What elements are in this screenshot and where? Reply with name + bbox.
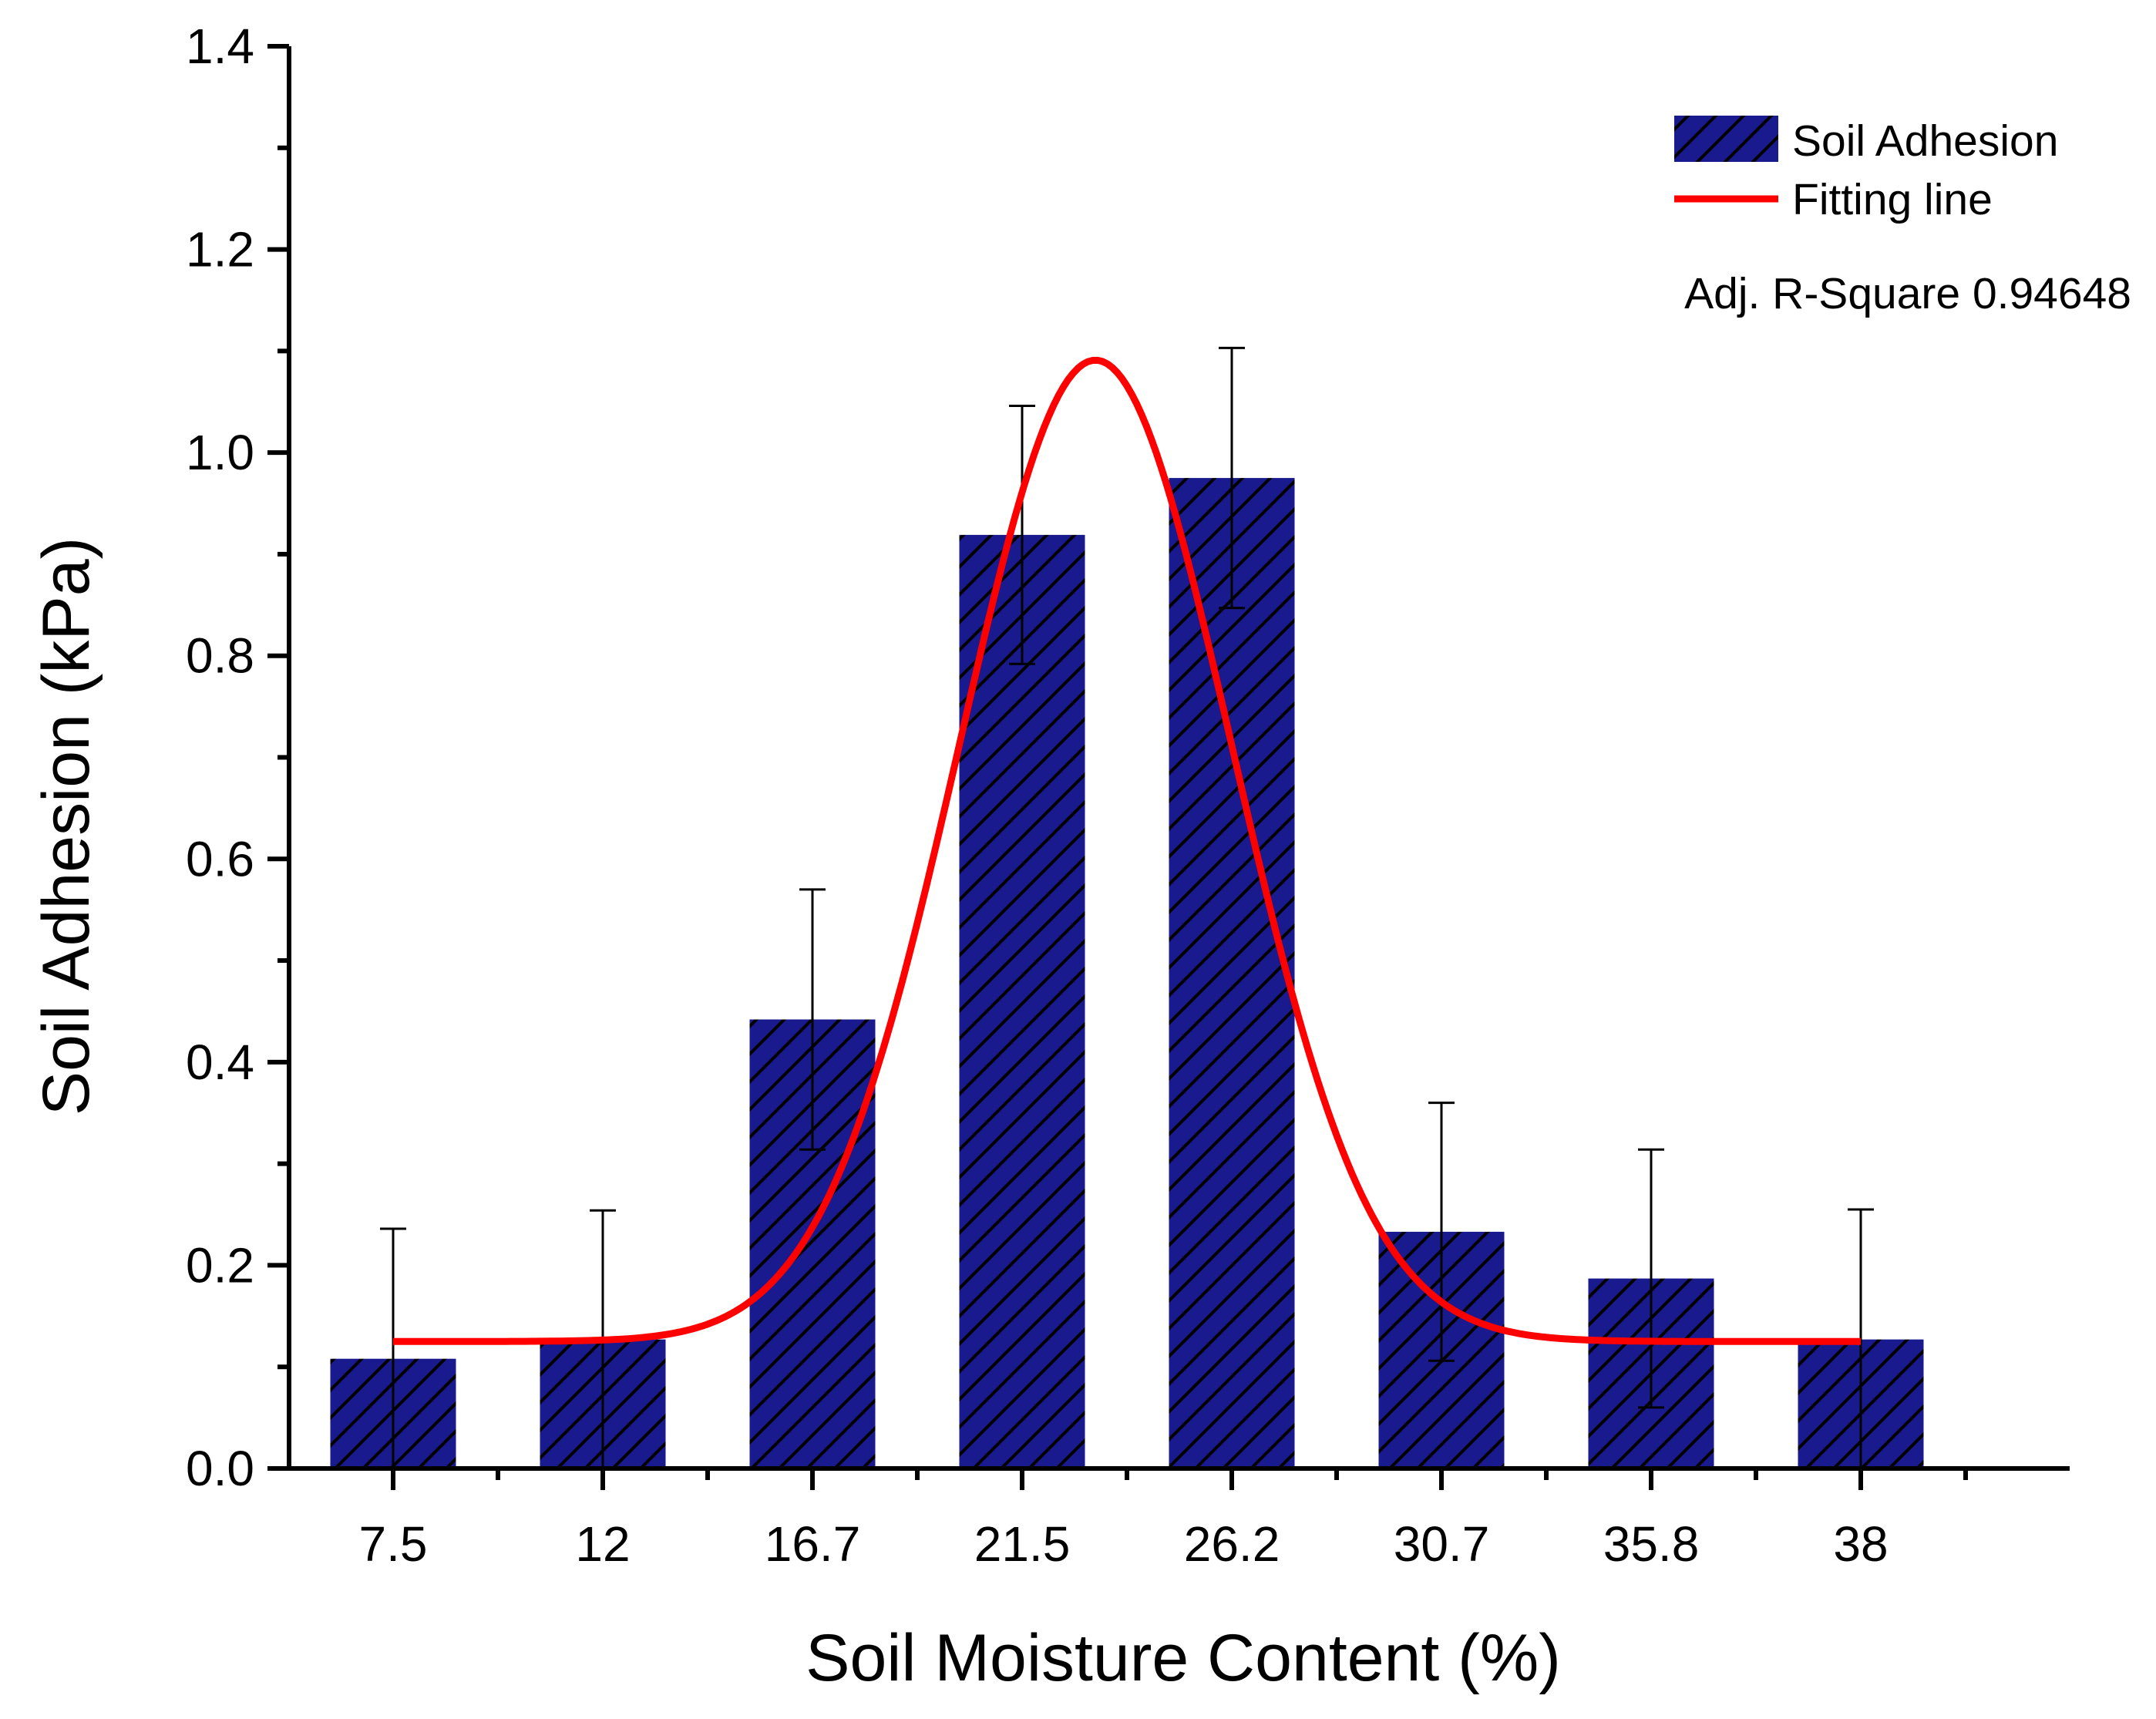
y-tick-label-0.0: 0.0 bbox=[186, 1441, 254, 1496]
y-tick-label-0.4: 0.4 bbox=[186, 1034, 254, 1090]
y-tick-label-0.2: 0.2 bbox=[186, 1237, 254, 1293]
legend-swatch-soil-adhesion bbox=[1674, 116, 1778, 162]
y-tick-label-1.2: 1.2 bbox=[186, 222, 254, 278]
x-tick-label-7.5: 7.5 bbox=[359, 1516, 428, 1572]
x-tick-label-21.5: 21.5 bbox=[974, 1516, 1071, 1572]
x-tick-label-26.2: 26.2 bbox=[1184, 1516, 1280, 1572]
y-tick-label-1.0: 1.0 bbox=[186, 425, 254, 480]
x-tick-label-16.7: 16.7 bbox=[765, 1516, 861, 1572]
legend-label-soil-adhesion: Soil Adhesion bbox=[1792, 116, 2058, 166]
r-square-annotation: Adj. R-Square 0.94648 bbox=[1684, 269, 2131, 318]
x-axis-title: Soil Moisture Content (%) bbox=[806, 1621, 1561, 1695]
x-tick-label-35.8: 35.8 bbox=[1603, 1516, 1700, 1572]
x-tick-label-30.7: 30.7 bbox=[1394, 1516, 1490, 1572]
legend: Soil Adhesion Fitting line bbox=[1674, 116, 2058, 224]
x-tick-label-38: 38 bbox=[1833, 1516, 1888, 1572]
x-tick-label-12: 12 bbox=[575, 1516, 630, 1572]
bar-21.5 bbox=[959, 534, 1085, 1468]
bar-26.2 bbox=[1169, 478, 1295, 1468]
plot-area: 0.0 0.2 0.4 0.6 0.8 1.0 1.2 1.4 7.5 12 16.7 21.5 26.… bbox=[186, 19, 2070, 1572]
y-axis-title: Soil Adhesion (kPa) bbox=[29, 537, 103, 1116]
legend-label-fitting-line: Fitting line bbox=[1792, 175, 1993, 224]
y-tick-label-0.6: 0.6 bbox=[186, 831, 254, 886]
y-tick-label-1.4: 1.4 bbox=[186, 19, 254, 74]
y-tick-label-0.8: 0.8 bbox=[186, 628, 254, 684]
fitting-line bbox=[393, 356, 1861, 1345]
